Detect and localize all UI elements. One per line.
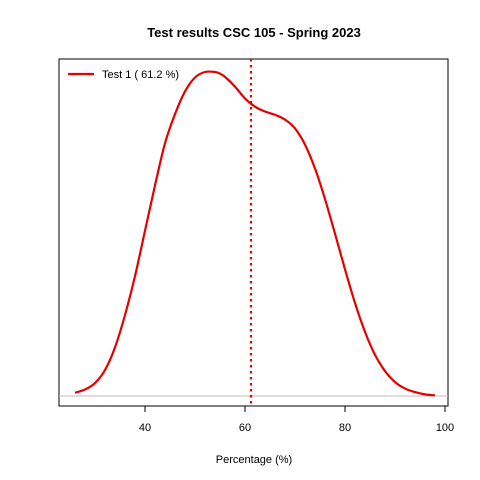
chart-title: Test results CSC 105 - Spring 2023 xyxy=(147,25,361,40)
x-tick-label-40: 40 xyxy=(139,422,151,434)
x-axis: 40 60 80 100 xyxy=(139,405,454,434)
x-tick-label-80: 80 xyxy=(339,422,351,434)
x-tick-label-100: 100 xyxy=(436,422,454,434)
legend-label-test-1: Test 1 ( 61.2 %) xyxy=(102,69,179,81)
legend: Test 1 ( 61.2 %) xyxy=(68,69,179,81)
density-curve-test-1 xyxy=(74,70,436,397)
x-axis-label: Percentage (%) xyxy=(216,454,292,466)
x-tick-label-60: 60 xyxy=(239,422,251,434)
plot-frame xyxy=(58,58,449,407)
